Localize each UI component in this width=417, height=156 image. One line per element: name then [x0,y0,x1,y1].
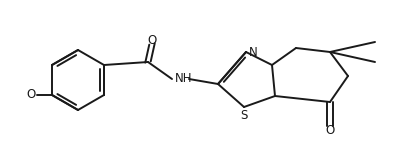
Text: S: S [240,109,248,122]
Text: N: N [249,46,258,58]
Text: O: O [325,124,334,136]
Text: O: O [27,88,36,102]
Text: NH: NH [175,73,193,85]
Text: O: O [147,34,157,46]
